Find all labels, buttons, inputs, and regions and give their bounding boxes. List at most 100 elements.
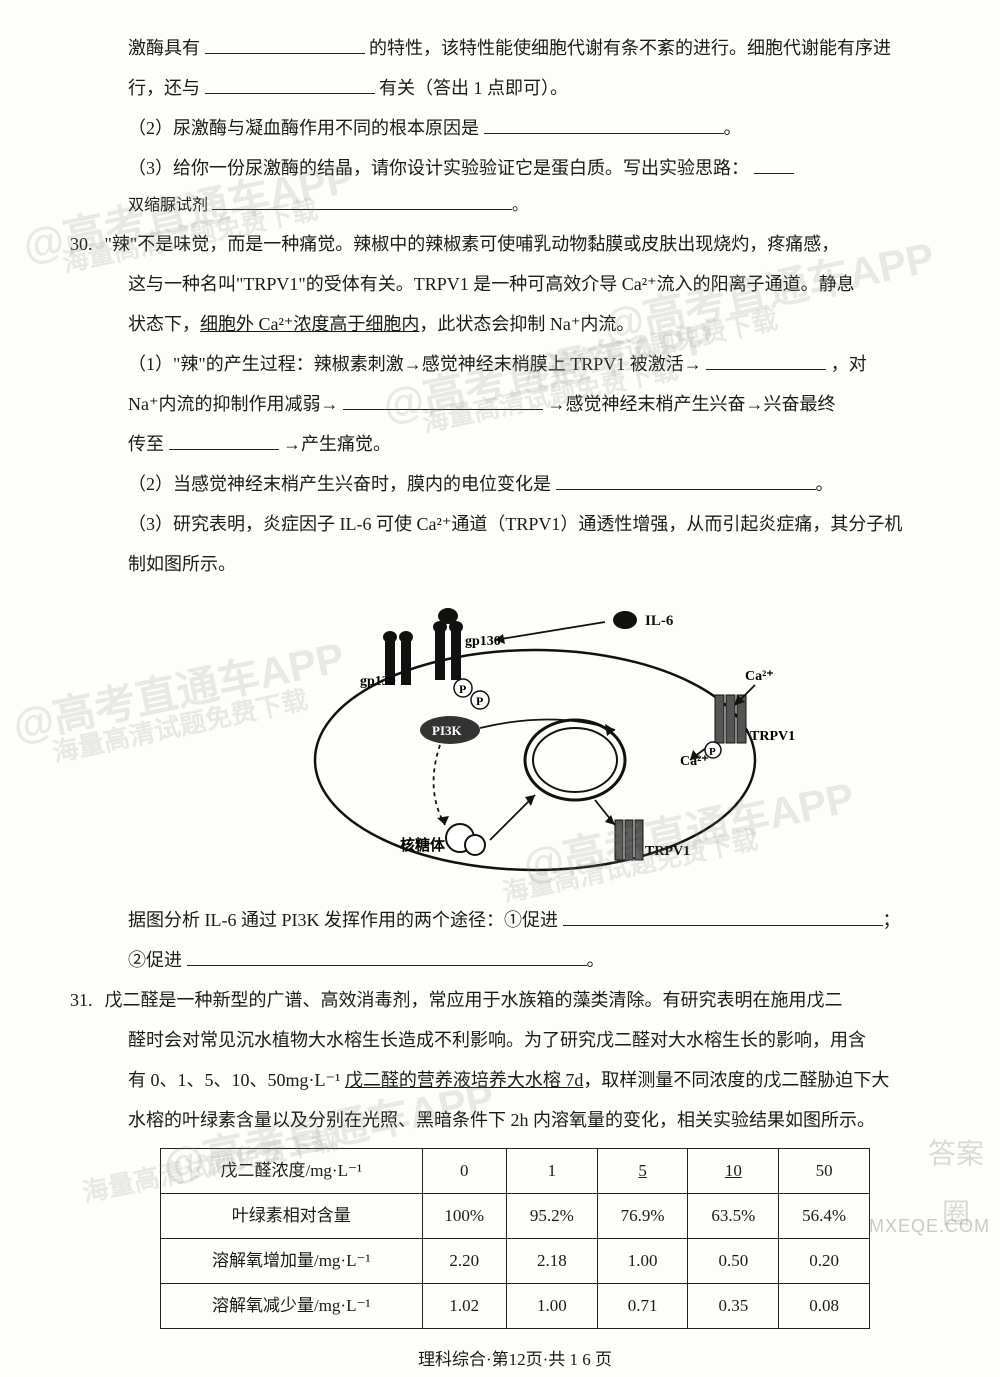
q30-s3: （3）研究表明，炎症因子 IL-6 可使 Ca²⁺通道（TRPV1）通透性增强，…	[100, 506, 930, 542]
q31-p2: 醛时会对常见沉水植物大水榕生长造成不利影响。为了研究戊二醛对大水榕生长的影响，用…	[100, 1022, 930, 1058]
label-trpv1: TRPV1	[645, 844, 690, 859]
text: →感觉神经末梢产生兴奋→兴奋最终	[548, 394, 836, 414]
underline-text: 细胞外 Ca²⁺浓度高于细胞内	[200, 314, 419, 334]
table-header: 0	[422, 1149, 506, 1194]
table-cell: 溶解氧减少量/mg·L⁻¹	[161, 1284, 423, 1329]
text: （3）给你一份尿激酶的结晶，请你设计实验验证它是蛋白质。写出实验思路：	[128, 158, 749, 178]
text: ，对	[831, 354, 867, 374]
label-p: P	[709, 746, 716, 758]
q-number: 30.	[70, 226, 100, 262]
blank	[484, 116, 724, 134]
text: 有 0、1、5、10、50mg·L⁻¹	[128, 1070, 345, 1090]
q30-p1c: 状态下，细胞外 Ca²⁺浓度高于细胞内，此状态会抑制 Na⁺内流。	[100, 306, 930, 342]
label-gp130: gp130	[360, 674, 396, 689]
label-gp130: gp130	[465, 634, 501, 649]
blank	[754, 156, 794, 174]
q29-sub3: （3）给你一份尿激酶的结晶，请你设计实验验证它是蛋白质。写出实验思路：	[100, 150, 930, 186]
table-cell: 0.20	[779, 1239, 870, 1284]
table-row: 溶解氧增加量/mg·L⁻¹ 2.20 2.18 1.00 0.50 0.20	[161, 1239, 870, 1284]
table-cell: 2.20	[422, 1239, 506, 1284]
q29-line1: 激酶具有 的特性，该特性能使细胞代谢有条不紊的进行。细胞代谢能有序进	[100, 30, 930, 66]
label-trpv1: TRPV1	[750, 729, 795, 744]
q30-after1: 据图分析 IL-6 通过 PI3K 发挥作用的两个途径：①促进 ；	[100, 902, 930, 938]
q30-s1c: Na⁺内流的抑制作用减弱→ →感觉神经末梢产生兴奋→兴奋最终	[100, 386, 930, 422]
table-cell: 0.50	[688, 1239, 779, 1284]
text: 双缩脲试剂	[128, 197, 208, 214]
q30-s1e: 传至 →产生痛觉。	[100, 426, 930, 462]
label-ca: Ca²⁺	[745, 669, 774, 684]
corner-logo-icon: 答案圈	[926, 1124, 986, 1184]
q30-s3b: 制如图所示。	[100, 546, 930, 582]
label-p: P	[476, 694, 483, 708]
q30-p1b: 这与一种名叫"TRPV1"的受体有关。TRPV1 是一种可高效介导 Ca²⁺流入…	[100, 266, 930, 302]
page-footer: 理科综合·第12页·共 1 6 页	[100, 1343, 930, 1377]
text: 据图分析 IL-6 通过 PI3K 发挥作用的两个途径：①促进	[128, 910, 558, 930]
table-cell: 95.2%	[506, 1194, 597, 1239]
q29-line2: 行，还与 有关（答出 1 点即可）。	[100, 70, 930, 106]
blank	[187, 948, 587, 966]
table-cell: 100%	[422, 1194, 506, 1239]
text: Na⁺内流的抑制作用减弱→	[128, 394, 339, 414]
text: ，取样测量不同浓度的戊二醛胁迫下大	[583, 1070, 889, 1090]
text: 行，还与	[128, 78, 200, 98]
table-cell: 1.02	[422, 1284, 506, 1329]
q29-sub2: （2）尿激酶与凝血酶作用不同的根本原因是 。	[100, 110, 930, 146]
text: →产生痛觉。	[283, 434, 391, 454]
blank	[563, 908, 883, 926]
text: "辣"不是味觉，而是一种痛觉。辣椒中的辣椒素可使哺乳动物黏膜或皮肤出现烧灼，疼痛…	[105, 234, 840, 254]
text: 状态下，	[128, 314, 200, 334]
text: ②促进	[128, 950, 182, 970]
blank	[169, 432, 279, 450]
corner-logo-text: MXEQE.COM	[869, 1208, 990, 1244]
text: （1）"辣"的产生过程：辣椒素刺激→感觉神经末梢膜上 TRPV1 被激活→	[128, 354, 702, 374]
table-header: 1	[506, 1149, 597, 1194]
q29-handwritten: 双缩脲试剂 。	[100, 190, 930, 222]
label-p: P	[459, 682, 466, 696]
table-cell: 63.5%	[688, 1194, 779, 1239]
underline-text: 戊二醛的营养液培养大水榕 7d	[345, 1070, 584, 1090]
table-header: 50	[779, 1149, 870, 1194]
text: （2）尿激酶与凝血酶作用不同的根本原因是	[128, 118, 479, 138]
text: 激酶具有	[128, 38, 200, 58]
blank	[205, 36, 365, 54]
table-cell: 0.35	[688, 1284, 779, 1329]
table-header-row: 戊二醛浓度/mg·L⁻¹ 0 1 5 10 50	[161, 1149, 870, 1194]
blank	[706, 352, 826, 370]
table-row: 溶解氧减少量/mg·L⁻¹ 1.02 1.00 0.71 0.35 0.08	[161, 1284, 870, 1329]
table-header: 10	[688, 1149, 779, 1194]
blank	[556, 472, 816, 490]
table-cell: 56.4%	[779, 1194, 870, 1239]
q30-s2: （2）当感觉神经末梢产生兴奋时，膜内的电位变化是 。	[100, 466, 930, 502]
cell-diagram: IL-6 gp130 gp130 P P PI3K	[235, 600, 795, 880]
table-header: 5	[597, 1149, 688, 1194]
q31-p3: 有 0、1、5、10、50mg·L⁻¹ 戊二醛的营养液培养大水榕 7d，取样测量…	[100, 1062, 930, 1098]
table-cell: 76.9%	[597, 1194, 688, 1239]
text: 戊二醛是一种新型的广谱、高效消毒剂，常应用于水族箱的藻类清除。有研究表明在施用戊…	[105, 990, 843, 1010]
q30-s1a: （1）"辣"的产生过程：辣椒素刺激→感觉神经末梢膜上 TRPV1 被激活→ ，对	[100, 346, 930, 382]
table-cell: 2.18	[506, 1239, 597, 1284]
diagram-container: IL-6 gp130 gp130 P P PI3K	[100, 600, 930, 892]
blank	[343, 392, 543, 410]
table-cell: 1.00	[597, 1239, 688, 1284]
q-number: 31.	[70, 982, 100, 1018]
blank	[205, 76, 375, 94]
q31-p4: 水榕的叶绿素含量以及分别在光照、黑暗条件下 2h 内溶氧量的变化，相关实验结果如…	[100, 1102, 930, 1138]
label-pi3k: PI3K	[432, 723, 463, 738]
table-row: 叶绿素相对含量 100% 95.2% 76.9% 63.5% 56.4%	[161, 1194, 870, 1239]
q30-p1: 30. "辣"不是味觉，而是一种痛觉。辣椒中的辣椒素可使哺乳动物黏膜或皮肤出现烧…	[100, 226, 930, 262]
q30-after2: ②促进 。	[100, 942, 930, 978]
text: 有关（答出 1 点即可）。	[379, 78, 568, 98]
table-cell: 溶解氧增加量/mg·L⁻¹	[161, 1239, 423, 1284]
blank	[212, 194, 512, 210]
table-cell: 叶绿素相对含量	[161, 1194, 423, 1239]
table-cell: 0.08	[779, 1284, 870, 1329]
text: 传至	[128, 434, 164, 454]
table-cell: 0.71	[597, 1284, 688, 1329]
label-ribosome: 核糖体	[400, 836, 446, 854]
table-cell: 1.00	[506, 1284, 597, 1329]
label-il6: IL-6	[645, 613, 674, 629]
text: ，此状态会抑制 Na⁺内流。	[419, 314, 634, 334]
table-header: 戊二醛浓度/mg·L⁻¹	[161, 1149, 423, 1194]
text: 的特性，该特性能使细胞代谢有条不紊的进行。细胞代谢能有序进	[369, 38, 891, 58]
data-table: 戊二醛浓度/mg·L⁻¹ 0 1 5 10 50 叶绿素相对含量 100% 95…	[160, 1148, 870, 1329]
